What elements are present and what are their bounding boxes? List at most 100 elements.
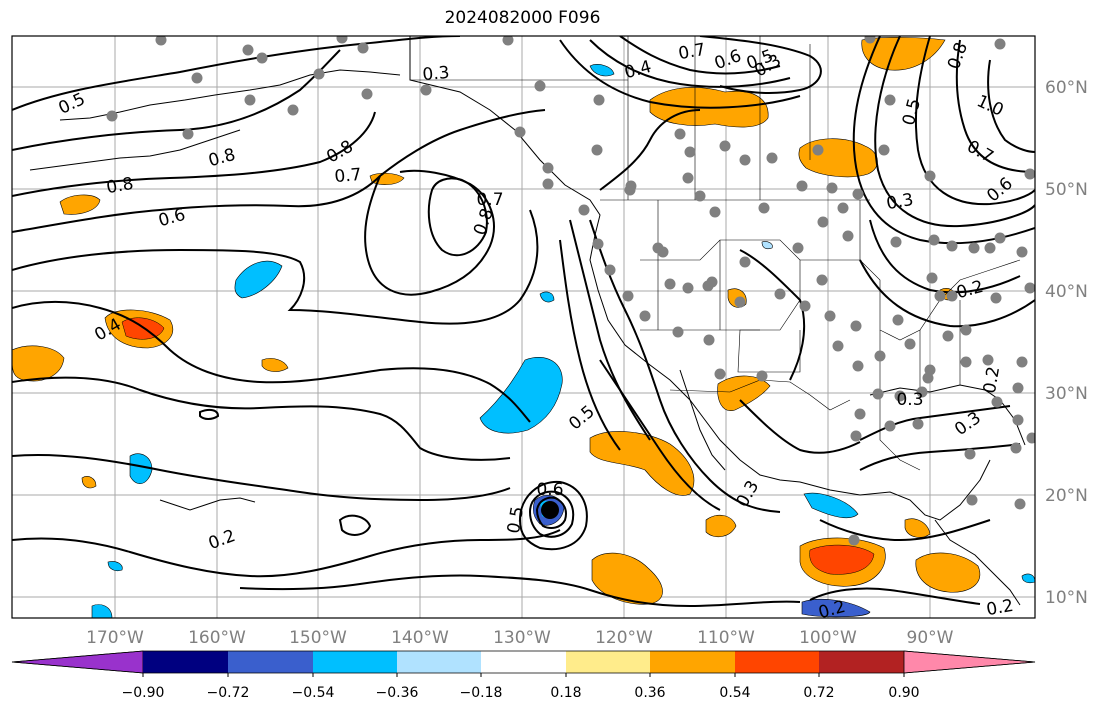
- station-dot: [191, 72, 203, 84]
- station-dot: [578, 204, 590, 216]
- colorbar-tick-label: −0.72: [207, 685, 250, 701]
- station-dot: [361, 88, 373, 100]
- station-dot: [703, 334, 715, 346]
- station-dot: [682, 172, 694, 184]
- station-dot: [850, 430, 862, 442]
- station-dot: [960, 324, 972, 336]
- station-dot: [244, 94, 256, 106]
- contour-label: 0.7: [476, 190, 503, 210]
- shade-red: [809, 544, 875, 575]
- station-dot: [884, 420, 896, 432]
- station-dot: [758, 202, 770, 214]
- station-dot: [624, 184, 636, 196]
- station-dot: [106, 110, 118, 122]
- station-dot: [684, 146, 696, 158]
- station-dot: [924, 170, 936, 182]
- station-dot: [182, 128, 194, 140]
- colorbar-segment: [566, 651, 650, 673]
- lat-label: 20°N: [1045, 486, 1088, 506]
- shade-blue: [91, 604, 113, 618]
- shade-blue: [801, 598, 871, 618]
- station-dot: [812, 144, 824, 156]
- cyclone-center: [541, 501, 559, 519]
- station-dot: [848, 534, 860, 546]
- station-dot: [928, 234, 940, 246]
- station-dot: [946, 240, 958, 252]
- station-dot: [591, 144, 603, 156]
- colorbar-segment: [228, 651, 313, 673]
- lon-label: 120°W: [595, 628, 653, 648]
- station-dot: [852, 360, 864, 372]
- station-dot: [514, 126, 526, 138]
- station-dot: [734, 296, 746, 308]
- station-dot: [682, 282, 694, 294]
- station-dot: [1024, 168, 1035, 180]
- station-dot: [739, 256, 751, 268]
- colorbar-tick-label: 0.36: [634, 685, 665, 701]
- lon-label: 140°W: [391, 628, 449, 648]
- lon-label: 160°W: [188, 628, 246, 648]
- station-dot: [502, 36, 514, 46]
- station-dot: [652, 242, 664, 254]
- station-dot: [854, 408, 866, 420]
- station-dot: [990, 292, 1002, 304]
- shade-orange: [904, 518, 931, 538]
- station-dot: [774, 288, 786, 300]
- shade-orange: [915, 552, 981, 593]
- shade-orange: [705, 514, 737, 538]
- station-dot: [884, 94, 896, 106]
- colorbar-segment: [397, 651, 481, 673]
- shade-orange: [81, 476, 97, 489]
- contour-label: 0.2: [985, 596, 1015, 620]
- colorbar-tick-label: 0.72: [803, 685, 834, 701]
- contour-label: 0.3: [422, 63, 451, 85]
- station-dot: [542, 178, 554, 190]
- station-dot: [542, 162, 554, 174]
- station-dot: [622, 290, 634, 302]
- lon-label: 150°W: [289, 628, 347, 648]
- station-dot: [864, 36, 876, 44]
- colorbar: [11, 650, 1036, 674]
- station-dot: [982, 354, 994, 366]
- station-dot: [799, 300, 811, 312]
- station-dot: [1010, 442, 1022, 454]
- station-dot: [852, 188, 864, 200]
- station-dot: [534, 80, 546, 92]
- colorbar-segment: [481, 651, 566, 673]
- station-dot: [984, 242, 996, 254]
- station-dot: [1016, 246, 1028, 258]
- station-dot: [1024, 282, 1035, 294]
- station-dot: [942, 330, 954, 342]
- colorbar-tick-label: 0.90: [888, 685, 919, 701]
- shade-blue: [761, 241, 773, 250]
- station-dot: [357, 42, 369, 54]
- station-dot: [756, 370, 768, 382]
- lon-label: 110°W: [697, 628, 755, 648]
- shade-blue: [803, 492, 859, 519]
- station-dot: [674, 128, 686, 140]
- shade-blue: [1021, 573, 1035, 584]
- station-dot: [313, 68, 325, 80]
- colorbar-segment: [11, 650, 144, 674]
- contour-label: 0.6: [536, 480, 563, 500]
- station-dot: [604, 264, 616, 276]
- station-dot: [966, 494, 978, 506]
- station-dot: [155, 36, 167, 46]
- shaded-regions: [12, 37, 1035, 618]
- station-dot: [709, 206, 721, 218]
- station-dot: [837, 202, 849, 214]
- station-dot: [904, 338, 916, 350]
- shade-blue: [589, 64, 615, 77]
- station-dot: [242, 44, 254, 56]
- colorbar-tick-label: −0.18: [460, 685, 503, 701]
- shade-blue: [479, 356, 563, 434]
- lon-label: 130°W: [493, 628, 551, 648]
- station-dot: [890, 236, 902, 248]
- map-title: 2024082000 F096: [444, 8, 601, 28]
- lon-label: 170°W: [86, 628, 144, 648]
- colorbar-tick-label: 0.54: [719, 685, 750, 701]
- borders: [409, 36, 1021, 471]
- station-dot: [702, 280, 714, 292]
- shade-orange: [589, 431, 695, 496]
